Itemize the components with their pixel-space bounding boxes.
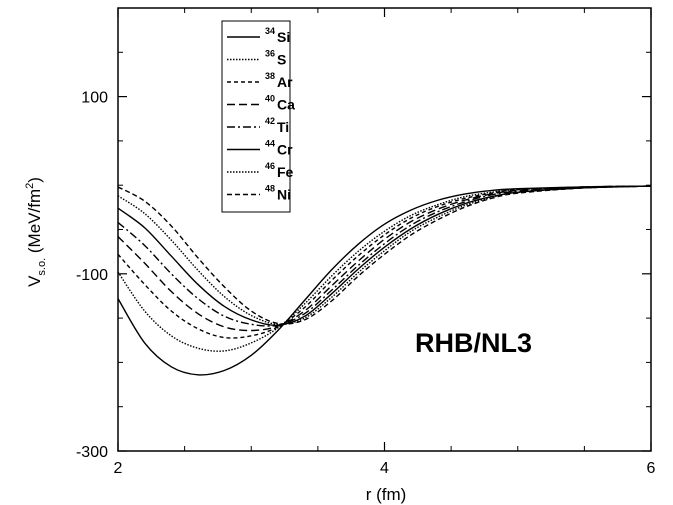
- legend-mass-ca: 40: [265, 94, 275, 104]
- x-axis-label: r (fm): [366, 485, 407, 504]
- y-axis-label-sub: s.o.: [36, 258, 48, 276]
- legend-mass-ni: 48: [265, 184, 275, 194]
- y-axis-label-unit-sup: 2: [24, 183, 36, 189]
- series-line-ar: [117, 185, 652, 339]
- legend-mass-fe: 46: [265, 161, 275, 171]
- legend-label-ti: Ti: [277, 119, 289, 135]
- series-line-ni: [117, 185, 652, 325]
- legend-label-ca: Ca: [277, 97, 295, 113]
- legend-label-ar: Ar: [277, 74, 293, 90]
- legend-mass-si: 34: [265, 26, 275, 36]
- annotation-rhb-nl3: RHB/NL3: [415, 328, 532, 358]
- series-line-si: [117, 185, 652, 376]
- axis-ticks: [117, 7, 652, 452]
- y-axis-label: Vs.o. (MeV/fm2): [24, 177, 48, 287]
- plot-frame: [117, 7, 652, 452]
- legend-mass-ti: 42: [265, 116, 275, 126]
- legend-label-fe: Fe: [277, 164, 294, 180]
- legend-mass-s: 36: [265, 49, 275, 59]
- legend-label-cr: Cr: [277, 142, 293, 158]
- series-line-cr: [117, 185, 652, 326]
- legend-box: [221, 20, 291, 213]
- x-tick-label: 6: [647, 460, 656, 477]
- series-line-ti: [117, 185, 652, 327]
- y-tick-label: -100: [76, 267, 108, 284]
- y-axis-label-unit-close: ): [25, 177, 44, 183]
- series-line-s: [117, 185, 652, 352]
- curves: [117, 185, 652, 376]
- legend-mass-cr: 44: [265, 139, 275, 149]
- legend-label-si: Si: [277, 29, 290, 45]
- y-axis-label-main: V: [25, 275, 44, 287]
- legend-mass-ar: 38: [265, 71, 275, 81]
- legend-label-ni: Ni: [277, 187, 291, 203]
- y-tick-label: -300: [76, 444, 108, 461]
- y-tick-label: 100: [81, 90, 108, 107]
- series-line-fe: [117, 185, 652, 326]
- x-tick-label: 2: [114, 460, 123, 477]
- x-tick-label: 4: [380, 460, 389, 477]
- legend-label-s: S: [277, 52, 286, 68]
- y-axis-label-unit: (MeV/fm: [25, 189, 44, 258]
- series-line-ca: [117, 185, 652, 332]
